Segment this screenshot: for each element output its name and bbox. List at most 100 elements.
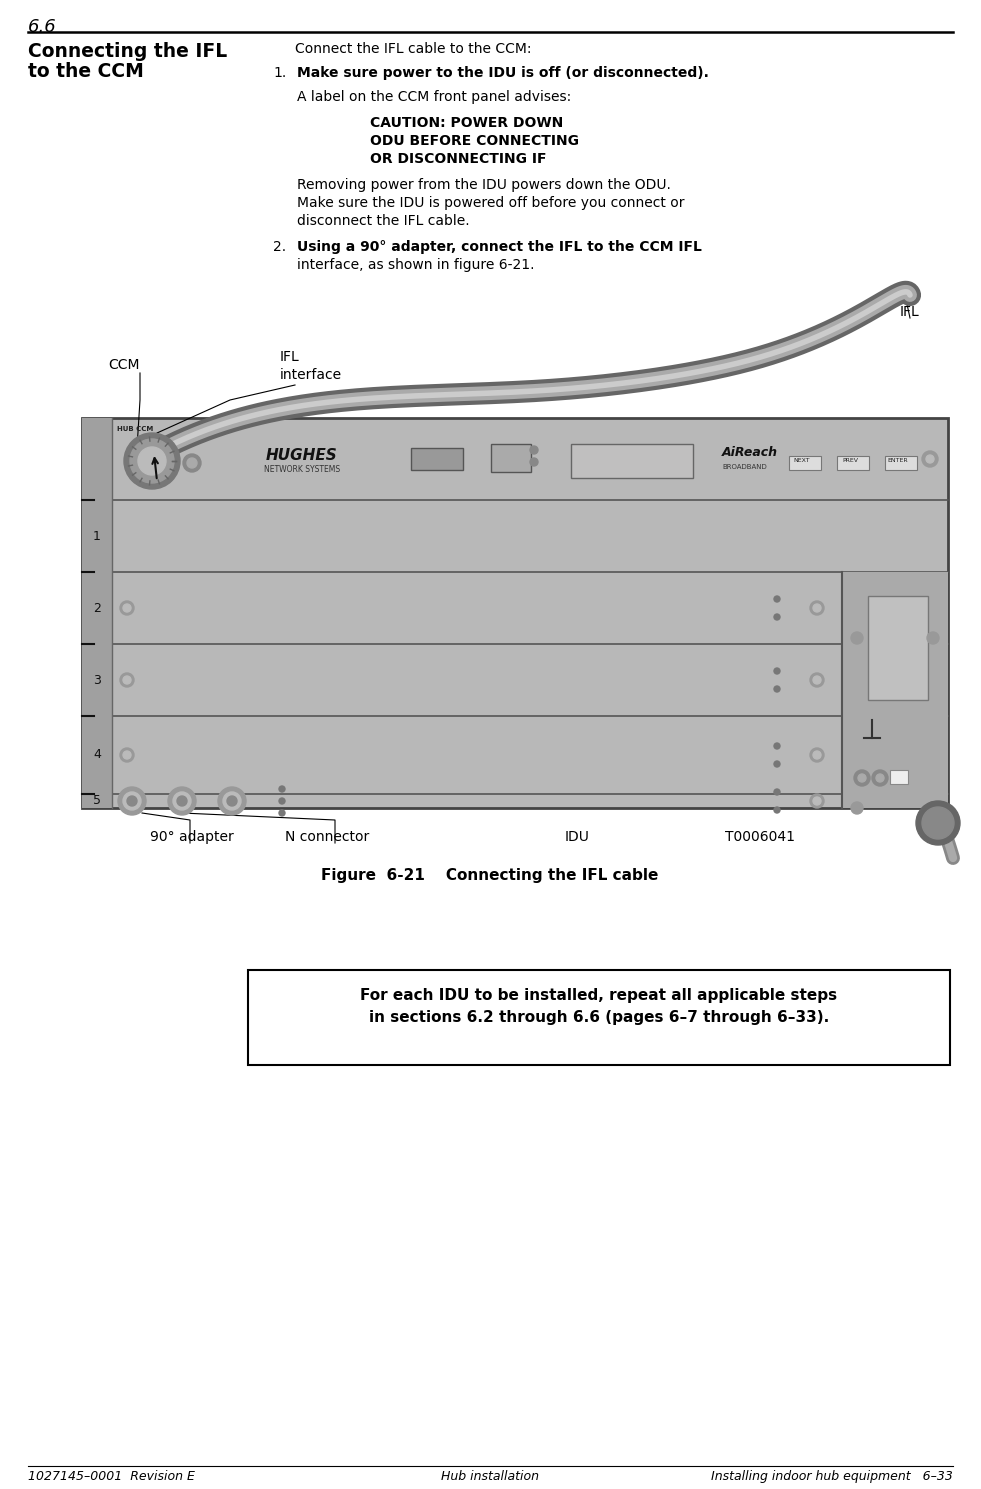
Circle shape <box>926 456 934 463</box>
Text: Installing indoor hub equipment   6–33: Installing indoor hub equipment 6–33 <box>711 1470 953 1483</box>
Circle shape <box>218 788 246 814</box>
Text: 1.: 1. <box>273 66 286 80</box>
Circle shape <box>813 676 821 683</box>
Circle shape <box>123 676 131 683</box>
Text: NETWORK SYSTEMS: NETWORK SYSTEMS <box>264 465 340 474</box>
Circle shape <box>173 792 191 810</box>
Text: to the CCM: to the CCM <box>28 63 144 80</box>
Text: A label on the CCM front panel advises:: A label on the CCM front panel advises: <box>297 89 571 104</box>
Circle shape <box>872 770 888 786</box>
Circle shape <box>118 788 146 814</box>
Circle shape <box>810 747 824 762</box>
Circle shape <box>223 792 241 810</box>
Circle shape <box>774 761 780 767</box>
Text: 2: 2 <box>93 602 101 615</box>
Circle shape <box>123 605 131 612</box>
Circle shape <box>187 459 197 468</box>
Circle shape <box>922 451 938 468</box>
Circle shape <box>125 453 139 466</box>
Text: BROADBAND: BROADBAND <box>722 465 767 471</box>
Circle shape <box>774 596 780 602</box>
Text: ODU BEFORE CONNECTING: ODU BEFORE CONNECTING <box>370 134 579 147</box>
Bar <box>842 572 948 809</box>
Text: Using a 90° adapter, connect the IFL to the CCM IFL: Using a 90° adapter, connect the IFL to … <box>297 240 701 255</box>
Bar <box>890 770 908 785</box>
Circle shape <box>813 797 821 806</box>
Text: 1: 1 <box>93 530 101 542</box>
Circle shape <box>138 447 166 475</box>
FancyBboxPatch shape <box>837 456 869 471</box>
Text: Removing power from the IDU powers down the ODU.: Removing power from the IDU powers down … <box>297 179 671 192</box>
Circle shape <box>876 774 884 782</box>
Circle shape <box>127 797 137 806</box>
Circle shape <box>774 807 780 813</box>
Text: For each IDU to be installed, repeat all applicable steps: For each IDU to be installed, repeat all… <box>360 989 838 1004</box>
Circle shape <box>120 673 134 686</box>
Circle shape <box>774 743 780 749</box>
Circle shape <box>138 447 166 475</box>
Text: HUB CCM: HUB CCM <box>117 426 153 432</box>
Circle shape <box>851 803 863 814</box>
Text: HUGHES: HUGHES <box>266 448 337 463</box>
Circle shape <box>774 686 780 692</box>
Circle shape <box>851 631 863 645</box>
Text: Connect the IFL cable to the CCM:: Connect the IFL cable to the CCM: <box>295 42 532 57</box>
Circle shape <box>530 447 538 454</box>
FancyBboxPatch shape <box>491 444 531 472</box>
Circle shape <box>279 786 285 792</box>
Circle shape <box>774 789 780 795</box>
Circle shape <box>227 797 237 806</box>
FancyBboxPatch shape <box>868 596 928 700</box>
FancyBboxPatch shape <box>571 444 693 478</box>
Circle shape <box>279 798 285 804</box>
Circle shape <box>854 770 870 786</box>
Text: IDU: IDU <box>565 829 590 844</box>
Circle shape <box>120 747 134 762</box>
Text: PREV: PREV <box>842 459 858 463</box>
Circle shape <box>120 602 134 615</box>
Text: 5: 5 <box>93 795 101 807</box>
Text: Connecting the IFL: Connecting the IFL <box>28 42 228 61</box>
Circle shape <box>916 801 960 844</box>
Circle shape <box>810 794 824 809</box>
Text: Make sure power to the IDU is off (or disconnected).: Make sure power to the IDU is off (or di… <box>297 66 709 80</box>
Circle shape <box>813 605 821 612</box>
Text: in sections 6.2 through 6.6 (pages 6–7 through 6–33).: in sections 6.2 through 6.6 (pages 6–7 t… <box>369 1010 829 1024</box>
Circle shape <box>183 454 201 472</box>
Text: Make sure the IDU is powered off before you connect or: Make sure the IDU is powered off before … <box>297 197 685 210</box>
Circle shape <box>813 750 821 759</box>
Circle shape <box>858 774 866 782</box>
Text: IFL: IFL <box>900 305 920 319</box>
Text: ENTER: ENTER <box>888 459 908 463</box>
Circle shape <box>530 459 538 466</box>
FancyBboxPatch shape <box>789 456 821 471</box>
Text: disconnect the IFL cable.: disconnect the IFL cable. <box>297 214 470 228</box>
Text: interface: interface <box>280 368 342 383</box>
Circle shape <box>177 797 187 806</box>
Circle shape <box>148 457 156 465</box>
Circle shape <box>927 631 939 645</box>
Text: 1027145–0001  Revision E: 1027145–0001 Revision E <box>28 1470 195 1483</box>
Text: 6.6: 6.6 <box>28 18 57 36</box>
Text: AiReach: AiReach <box>722 447 778 460</box>
Text: CAUTION: POWER DOWN: CAUTION: POWER DOWN <box>370 116 563 130</box>
Text: CCM: CCM <box>108 357 139 372</box>
Text: 4: 4 <box>93 749 101 761</box>
Circle shape <box>123 792 141 810</box>
Text: 3: 3 <box>93 673 101 686</box>
Text: OR DISCONNECTING IF: OR DISCONNECTING IF <box>370 152 546 165</box>
Bar <box>82 418 112 809</box>
Text: IFL: IFL <box>280 350 300 363</box>
Circle shape <box>922 807 954 838</box>
FancyBboxPatch shape <box>885 456 917 471</box>
Circle shape <box>927 803 939 814</box>
Text: Figure  6-21    Connecting the IFL cable: Figure 6-21 Connecting the IFL cable <box>322 868 658 883</box>
Bar <box>248 969 950 1065</box>
Text: interface, as shown in figure 6-21.: interface, as shown in figure 6-21. <box>297 258 535 272</box>
FancyBboxPatch shape <box>82 418 948 809</box>
Text: T0006041: T0006041 <box>725 829 795 844</box>
Circle shape <box>124 433 180 488</box>
Circle shape <box>168 788 196 814</box>
Circle shape <box>810 602 824 615</box>
Circle shape <box>123 750 131 759</box>
